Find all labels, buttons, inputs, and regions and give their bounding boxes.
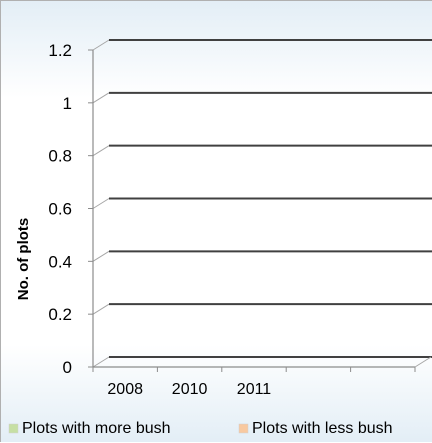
y-tick-label: 0.8 — [48, 147, 72, 166]
legend-label: Plots with more bush — [22, 420, 171, 437]
legend-item: Plots with less bush — [238, 420, 393, 437]
y-tick-label: 0 — [63, 358, 72, 377]
y-axis-title: No. of plots — [15, 218, 32, 301]
x-tick-label: 2010 — [172, 381, 208, 398]
x-tick-label: 2008 — [107, 381, 143, 398]
y-tick-labels: 0 0.2 0.4 0.6 0.8 1 1.2 — [48, 41, 72, 377]
y-tick-label: 1 — [63, 94, 72, 113]
y-tick-label: 0.4 — [48, 252, 72, 271]
gridline — [88, 91, 432, 104]
legend-label: Plots with less bush — [252, 420, 393, 437]
gridline — [88, 303, 432, 315]
x-tick-label: 2011 — [237, 381, 272, 398]
gridlines — [88, 39, 432, 368]
gridline — [88, 356, 432, 368]
floor-edge — [414, 356, 432, 368]
gridline — [88, 39, 432, 51]
legend-swatch — [238, 423, 249, 434]
gridline — [88, 197, 432, 209]
legend-swatch — [8, 423, 19, 434]
y-tick-label: 1.2 — [48, 41, 72, 60]
y-tick-label: 0.6 — [48, 200, 72, 219]
legend: Plots with more bush Plots with less bush — [8, 420, 393, 437]
gridline — [88, 144, 432, 157]
legend-item: Plots with more bush — [8, 420, 171, 437]
x-tick-labels: 2008 2010 2011 — [107, 381, 271, 398]
axes — [92, 50, 432, 372]
gridline — [88, 250, 432, 262]
y-tick-label: 0.2 — [48, 305, 72, 324]
